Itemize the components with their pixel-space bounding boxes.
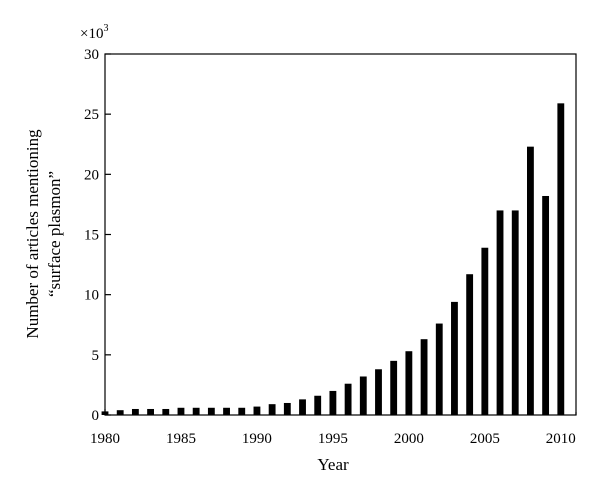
- y-axis-label-line-1: Number of articles mentioning: [23, 129, 42, 339]
- bar-1996: [344, 383, 352, 415]
- y-axis-label-line-2: “surface plasmon”: [45, 171, 64, 297]
- bar-2003: [451, 301, 458, 415]
- x-tick-label: 2000: [394, 431, 424, 447]
- bar-2002: [435, 323, 443, 415]
- plot-frame: [104, 53, 577, 416]
- y-tick-label: 5: [92, 348, 100, 364]
- bar-2009: [542, 195, 550, 415]
- bar-1988: [223, 407, 230, 415]
- axes: 0 5 10 15 20 25 30 1980 1985 1990 1995 2000 2005 2010: [84, 47, 577, 447]
- bar-1983: [147, 408, 154, 415]
- bar-1989: [238, 407, 246, 415]
- bar-2004: [466, 274, 474, 415]
- bar-1995: [329, 390, 337, 415]
- bar-1982: [131, 408, 139, 415]
- bar-2001: [420, 339, 428, 415]
- bar-1991: [268, 404, 276, 415]
- bar-1984: [162, 408, 170, 415]
- bar-1993: [299, 399, 306, 415]
- x-tick-label: 1980: [90, 431, 120, 447]
- x-tick-label: 2005: [470, 431, 500, 447]
- x-tick-label: 1985: [166, 431, 196, 447]
- bar-2007: [511, 210, 519, 415]
- bar-2000: [405, 351, 413, 415]
- bar-1986: [192, 407, 200, 415]
- y-axis-multiplier: ×103: [80, 23, 108, 42]
- y-tick-label: 25: [84, 107, 99, 123]
- bar-1997: [359, 376, 367, 415]
- y-tick-label: 0: [92, 408, 100, 424]
- bar-1992: [283, 402, 291, 415]
- bar-1994: [314, 395, 322, 415]
- bar-2008: [527, 146, 534, 415]
- x-tick-label: 2010: [546, 431, 576, 447]
- x-tick-label: 1990: [242, 431, 272, 447]
- bar-2005: [481, 247, 489, 415]
- x-axis-label: Year: [317, 455, 349, 474]
- x-tick-label: 1995: [318, 431, 348, 447]
- bar-1987: [207, 407, 215, 415]
- y-tick-label: 30: [84, 47, 99, 63]
- bar-1999: [390, 360, 398, 415]
- bar-1998: [375, 369, 382, 415]
- y-tick-label: 20: [84, 167, 99, 183]
- bar-2006: [496, 210, 504, 415]
- bar-series: [101, 103, 565, 415]
- y-tick-label: 10: [84, 288, 99, 304]
- y-tick-label: 15: [84, 228, 99, 244]
- bar-2010: [557, 103, 565, 415]
